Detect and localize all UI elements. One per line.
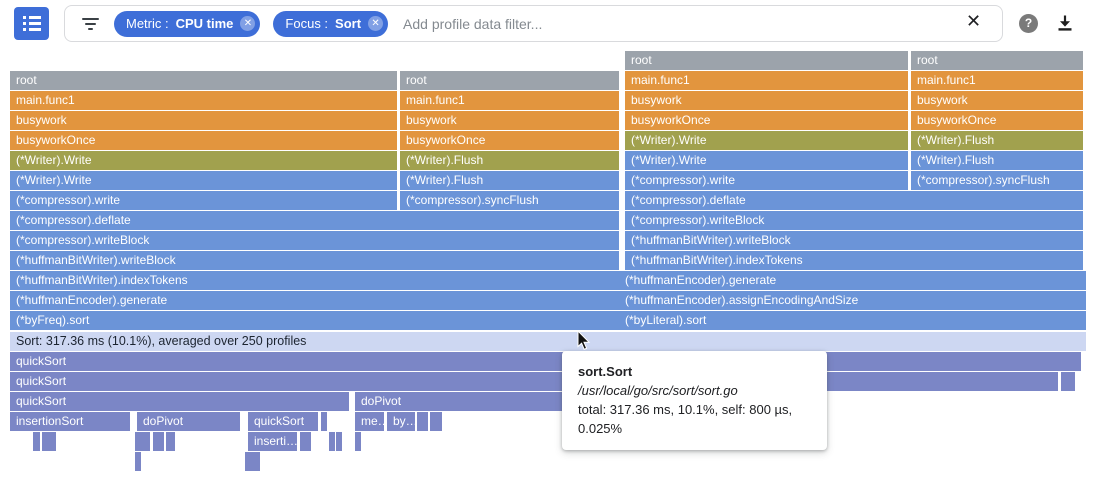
flame-fragment[interactable] [1061,372,1075,391]
flame-fragment[interactable] [430,412,436,431]
flame-cell[interactable]: busyworkOnce [400,131,619,150]
chip-prefix: Metric : [126,16,169,31]
flame-cell[interactable]: (*huffmanEncoder).generate [619,271,1086,290]
focused-function-row[interactable]: Sort: 317.36 ms (10.1%), averaged over 2… [10,332,1086,351]
flame-cell[interactable]: (*Writer).Flush [911,151,1083,170]
flame-cell[interactable]: main.func1 [911,71,1083,90]
flame-cell[interactable]: busywork [625,91,908,110]
flame-cell[interactable]: doPivot [137,412,240,431]
flame-fragment[interactable] [42,432,48,451]
flame-fragment[interactable] [436,412,442,431]
flame-fragment[interactable] [300,432,306,451]
flame-cell[interactable]: busywork [10,111,397,130]
tooltip-stats: total: 317.36 ms, 10.1%, self: 800 µs, 0… [578,402,793,436]
flame-cell[interactable]: main.func1 [10,91,397,110]
flame-fragment[interactable] [245,452,251,471]
flame-cell[interactable]: (*compressor).write [625,171,908,190]
flame-fragment[interactable] [135,452,141,471]
flame-cell[interactable]: (*huffmanBitWriter).indexTokens [10,271,619,290]
flame-cell[interactable]: (*compressor).write [10,191,397,210]
flame-cell[interactable]: busywork [911,91,1083,110]
filter-chip-focus[interactable]: Focus : Sort ✕ [273,10,389,37]
flame-cell[interactable]: root [10,71,397,90]
flame-cell[interactable]: (*Writer).Flush [400,171,619,190]
flame-cell[interactable]: (*huffmanEncoder).generate [10,291,619,310]
flame-cell[interactable]: (*compressor).deflate [10,211,619,230]
flame-cell[interactable]: (*byFreq).sort [10,311,619,330]
flame-cell[interactable]: (*Writer).Write [10,151,397,170]
flame-fragment[interactable] [50,432,56,451]
chip-remove-icon[interactable]: ✕ [240,16,256,31]
flame-cell[interactable]: (*Writer).Flush [400,151,619,170]
flame-cell[interactable]: (*huffmanBitWriter).writeBlock [10,251,619,270]
download-icon[interactable] [1055,13,1075,33]
flame-cell[interactable]: busyworkOnce [911,111,1083,130]
clear-filters-icon[interactable]: ✕ [966,11,982,31]
flame-cell[interactable]: inserti… [248,432,297,451]
flame-cell[interactable]: busywork [400,111,619,130]
profile-list-button[interactable] [14,7,49,40]
flame-cell[interactable]: quickSort [10,392,349,411]
flame-cell[interactable]: (*huffmanEncoder).assignEncodingAndSize [619,291,1086,310]
flame-fragment[interactable] [153,432,164,451]
flame-fragment[interactable] [135,432,150,451]
chip-value: Sort [335,16,362,31]
flame-cell[interactable]: main.func1 [400,91,619,110]
flame-cell[interactable]: quickSort [248,412,318,431]
flame-fragment[interactable] [321,412,327,431]
filter-bar[interactable]: Metric : CPU time ✕ Focus : Sort ✕ [64,5,1003,42]
flame-cell[interactable]: root [911,51,1083,70]
filter-input[interactable] [401,14,962,33]
help-icon[interactable]: ? [1019,14,1038,33]
flame-cell[interactable]: quickSort [10,352,1081,371]
flame-cell[interactable]: (*compressor).deflate [625,191,1083,210]
flame-cell[interactable]: busyworkOnce [625,111,908,130]
flame-cell[interactable]: (*compressor).syncFlush [400,191,619,210]
flame-cell[interactable]: (*compressor).syncFlush [911,171,1083,190]
flame-cell[interactable]: (*Writer).Write [10,171,397,190]
flame-cell[interactable]: (*compressor).writeBlock [10,231,619,250]
flame-cell[interactable]: quickSort [10,372,1058,391]
flame-fragment[interactable] [254,452,260,471]
flame-fragment[interactable] [336,432,342,451]
flame-fragment[interactable] [169,432,175,451]
flame-cell[interactable]: by… [387,412,415,431]
flame-cell[interactable]: doPivot [355,392,630,411]
flame-cell[interactable]: root [400,71,619,90]
flame-fragment[interactable] [249,452,255,471]
flame-fragment[interactable] [46,432,52,451]
flame-fragment[interactable] [305,432,311,451]
filter-list-icon [82,17,99,30]
frame-tooltip: sort.Sort /usr/local/go/src/sort/sort.go… [562,351,827,450]
chip-prefix: Focus : [285,16,329,31]
flame-fragment[interactable] [355,432,361,451]
flame-cell[interactable]: root [625,51,908,70]
tooltip-function-name: sort.Sort [578,364,633,379]
filter-chip-metric[interactable]: Metric : CPU time ✕ [114,10,261,37]
flame-fragment[interactable] [417,412,428,431]
flame-cell[interactable]: main.func1 [625,71,908,90]
flame-cell[interactable]: (*huffmanBitWriter).writeBlock [625,231,1083,250]
flame-cell[interactable]: me… [355,412,384,431]
flame-cell[interactable]: (*Writer).Flush [911,131,1083,150]
flame-cell[interactable]: insertionSort [10,412,130,431]
flame-fragment[interactable] [33,432,40,451]
flame-fragment[interactable] [329,432,335,451]
flame-cell[interactable]: busyworkOnce [10,131,397,150]
chip-value: CPU time [175,16,234,31]
flame-cell[interactable]: (*compressor).writeBlock [625,211,1083,230]
flame-cell[interactable]: (*Writer).Write [625,131,908,150]
chip-remove-icon[interactable]: ✕ [368,16,384,31]
flame-cell[interactable]: (*huffmanBitWriter).indexTokens [625,251,1083,270]
view-list-icon [22,16,41,31]
flame-cell[interactable]: (*Writer).Write [625,151,908,170]
tooltip-source-path: /usr/local/go/src/sort/sort.go [578,383,738,398]
flame-cell[interactable]: (*byLiteral).sort [619,311,1086,330]
